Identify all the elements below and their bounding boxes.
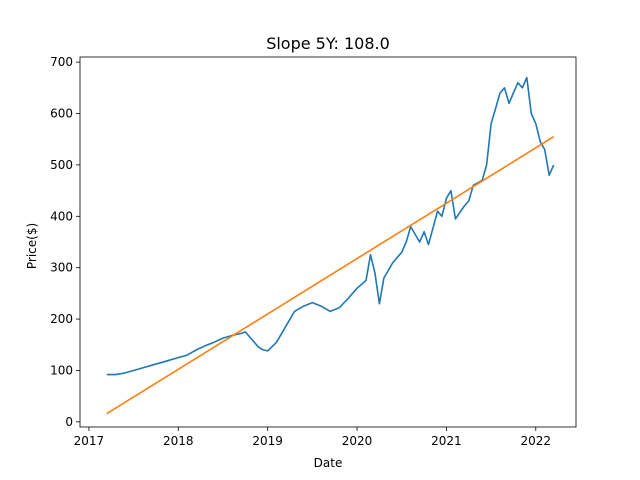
y-tick-label: 400 <box>50 209 73 223</box>
series-line-2 <box>106 136 555 415</box>
y-tick-label: 200 <box>50 312 73 326</box>
plot-area: 2017 2018 2019 2020 2021 2022 0 100 200 300 400 500… <box>50 55 577 448</box>
y-tick-label: 500 <box>50 158 73 172</box>
x-tick-label: 2022 <box>521 434 552 448</box>
y-axis-label: Price($) <box>25 223 39 269</box>
x-axis-label: Date <box>314 456 343 470</box>
x-tick-label: 2020 <box>342 434 373 448</box>
y-tick-label: 300 <box>50 261 73 275</box>
series-line-1 <box>106 76 555 376</box>
chart-title: Slope 5Y: 108.0 <box>266 34 390 53</box>
y-tick-label: 0 <box>65 415 73 429</box>
x-tick-label: 2021 <box>431 434 462 448</box>
x-tick-label: 2018 <box>163 434 194 448</box>
plot-frame <box>79 56 577 428</box>
x-tick-label: 2017 <box>74 434 105 448</box>
y-tick-label: 100 <box>50 363 73 377</box>
x-tick-label: 2019 <box>252 434 283 448</box>
y-tick-label: 600 <box>50 107 73 121</box>
y-tick-label: 700 <box>50 55 73 69</box>
